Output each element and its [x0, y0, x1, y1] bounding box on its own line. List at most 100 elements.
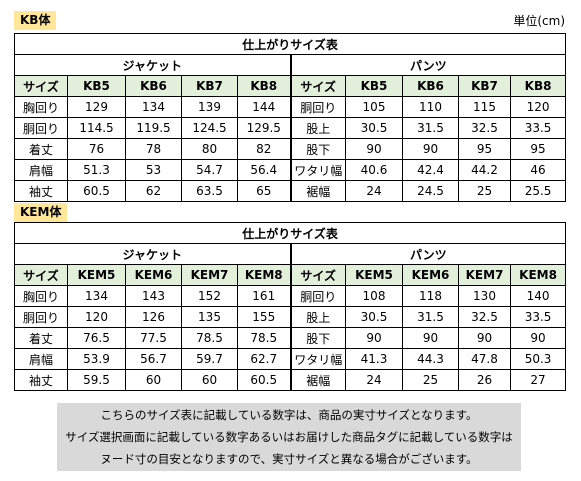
cell: 139	[181, 96, 238, 118]
cell: 95	[509, 138, 567, 160]
column-header: サイズ	[14, 264, 68, 286]
cell: 90	[402, 138, 459, 160]
cell: 54.7	[181, 159, 238, 181]
column-header: KEM8	[237, 264, 291, 286]
column-header: KEM6	[125, 264, 182, 286]
cell: 32.5	[458, 117, 511, 139]
cell: 44.3	[402, 348, 459, 370]
cell: 56.4	[237, 159, 291, 181]
cell: 30.5	[345, 117, 403, 139]
cell: 40.6	[345, 159, 403, 181]
cell: 120	[509, 96, 567, 118]
cell: 胴回り	[289, 285, 346, 307]
note-line: サイズ選択画面に記載している数字あるいはお届けした商品タグに記載している数字は	[65, 430, 513, 444]
cell: 着丈	[14, 138, 68, 160]
cell: 62.7	[237, 348, 291, 370]
cell: 90	[509, 327, 567, 349]
data-row: 着丈 76.5 77.5 78.5 78.5 股下 90 90 90 90	[14, 327, 567, 349]
cell: 95	[458, 138, 511, 160]
cell: 着丈	[14, 327, 68, 349]
cell: 76.5	[67, 327, 126, 349]
table-title: 仕上がりサイズ表	[13, 33, 567, 55]
cell: 32.5	[458, 306, 511, 328]
cell: 129	[67, 96, 126, 118]
cell: 161	[237, 285, 291, 307]
cell: 33.5	[509, 306, 567, 328]
cell: 82	[237, 138, 291, 160]
cell: 31.5	[402, 117, 459, 139]
data-row: 肩幅 53.9 56.7 59.7 62.7 ワタリ幅 41.3 44.3 47.8 50.3	[14, 348, 567, 370]
cell: 63.5	[181, 180, 238, 202]
cell: 60.5	[67, 180, 126, 202]
column-header: KEM6	[402, 264, 459, 286]
data-row: 胸回り 129 134 139 144 胴回り 105 110 115 120	[14, 96, 567, 118]
size-table: 仕上がりサイズ表 ジャケット パンツ サイズ KEM5 KEM6 KEM7 KEM8 サイズ KE…	[13, 222, 567, 391]
cell: 118	[402, 285, 459, 307]
cell: 25	[458, 180, 511, 202]
note: こちらのサイズ表に記載している数字は、商品の実寸サイズとなります。 サイズ選択画…	[57, 403, 521, 471]
cell: 41.3	[345, 348, 403, 370]
data-row: 袖丈 59.5 60 60 60.5 裾幅 24 25 26 27	[14, 369, 567, 391]
data-row: 着丈 76 78 80 82 股下 90 90 95 95	[14, 138, 567, 160]
cell: 115	[458, 96, 511, 118]
column-header: KB6	[402, 75, 459, 97]
cell: 60.5	[237, 369, 291, 391]
data-row: 胴回り 120 126 135 155 股上 30.5 31.5 32.5 33.5	[14, 306, 567, 328]
group-header: パンツ	[289, 54, 567, 76]
column-header: サイズ	[289, 264, 346, 286]
table-title: 仕上がりサイズ表	[13, 222, 567, 244]
column-header: KB5	[67, 75, 126, 97]
cell: 股下	[289, 327, 346, 349]
cell: 110	[402, 96, 459, 118]
cell: 130	[458, 285, 511, 307]
note-line: ヌード寸の目安となりますので、実寸サイズと異なる場合がございます。	[100, 452, 478, 466]
cell: 50.3	[509, 348, 567, 370]
group-header: ジャケット	[14, 54, 291, 76]
column-header: KEM7	[181, 264, 238, 286]
cell: 33.5	[509, 117, 567, 139]
cell: 60	[125, 369, 182, 391]
cell: 30.5	[345, 306, 403, 328]
cell: 46	[509, 159, 567, 181]
cell: 78	[125, 138, 182, 160]
cell: 78.5	[181, 327, 238, 349]
cell: 59.7	[181, 348, 238, 370]
cell: 65	[237, 180, 291, 202]
cell: 肩幅	[14, 348, 68, 370]
cell: 胴回り	[14, 117, 68, 139]
cell: 裾幅	[289, 369, 346, 391]
cell: 62	[125, 180, 182, 202]
title-row: 仕上がりサイズ表	[13, 222, 567, 244]
cell: 90	[345, 327, 403, 349]
title-row: 仕上がりサイズ表	[13, 33, 567, 55]
cell: 120	[67, 306, 126, 328]
table-label: KEM体	[14, 203, 68, 222]
cell: 27	[509, 369, 567, 391]
cell: ワタリ幅	[289, 159, 346, 181]
cell: 24	[345, 369, 403, 391]
group-header: ジャケット	[14, 243, 291, 265]
column-header: サイズ	[289, 75, 346, 97]
cell: 90	[345, 138, 403, 160]
cell: 47.8	[458, 348, 511, 370]
cell: 股上	[289, 306, 346, 328]
cell: 袖丈	[14, 369, 68, 391]
cell: 59.5	[67, 369, 126, 391]
data-row: 胴回り 114.5 119.5 124.5 129.5 股上 30.5 31.5 32.5 33.…	[14, 117, 567, 139]
cell: 143	[125, 285, 182, 307]
cell: 53	[125, 159, 182, 181]
cell: 31.5	[402, 306, 459, 328]
cell: 76	[67, 138, 126, 160]
cell: 胴回り	[289, 96, 346, 118]
cell: 119.5	[125, 117, 182, 139]
group-row: ジャケット パンツ	[14, 54, 567, 76]
column-header: KB7	[458, 75, 511, 97]
column-header: KB7	[181, 75, 238, 97]
cell: 152	[181, 285, 238, 307]
cell: 53.9	[67, 348, 126, 370]
column-header: KB5	[345, 75, 403, 97]
column-header: KEM7	[458, 264, 511, 286]
cell: ワタリ幅	[289, 348, 346, 370]
column-header: KEM8	[509, 264, 567, 286]
